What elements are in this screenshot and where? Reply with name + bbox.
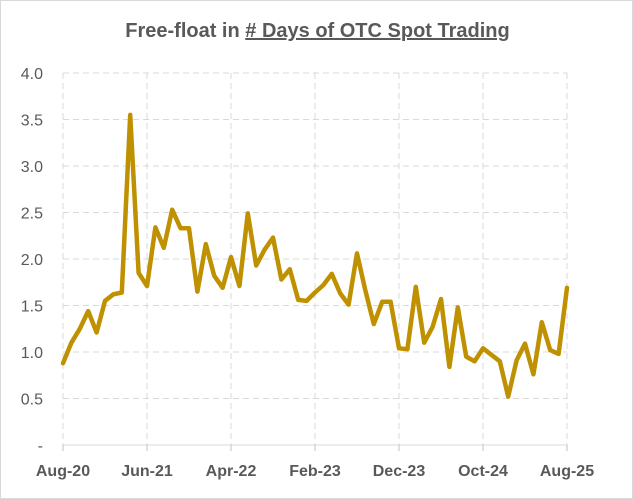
- x-axis-ticks: Aug-20 Jun-21 Apr-22 Feb-23 Dec-23 Oct-24 Aug-…: [36, 463, 594, 480]
- y-tick-label: 1.5: [21, 299, 43, 316]
- y-tick-label: 1.0: [21, 345, 43, 362]
- x-tick-label: Apr-22: [206, 463, 257, 480]
- x-tick-label: Dec-23: [373, 463, 426, 480]
- x-tick-label: Jun-21: [121, 463, 173, 480]
- x-tick-label: Aug-20: [36, 463, 90, 480]
- y-tick-label: -: [38, 438, 43, 455]
- chart-title: Free-float in # Days of OTC Spot Trading: [1, 20, 633, 43]
- gridlines: [62, 72, 568, 451]
- y-tick-label: 3.0: [21, 159, 43, 176]
- x-tick-label: Aug-25: [540, 463, 594, 480]
- y-tick-label: 2.5: [21, 206, 43, 223]
- x-tick-label: Feb-23: [289, 463, 341, 480]
- y-axis-ticks: - 0.5 1.0 1.5 2.0 2.5 3.0 3.5 4.0: [21, 66, 43, 455]
- y-tick-label: 0.5: [21, 392, 43, 409]
- y-tick-label: 4.0: [21, 66, 43, 83]
- y-tick-label: 2.0: [21, 252, 43, 269]
- plot-series: [60, 112, 570, 399]
- y-tick-label: 3.5: [21, 113, 43, 130]
- chart-title-prefix: Free-float in: [125, 20, 246, 42]
- x-tick-label: Oct-24: [458, 463, 508, 480]
- chart-title-underlined: # Days of OTC Spot Trading: [245, 20, 510, 42]
